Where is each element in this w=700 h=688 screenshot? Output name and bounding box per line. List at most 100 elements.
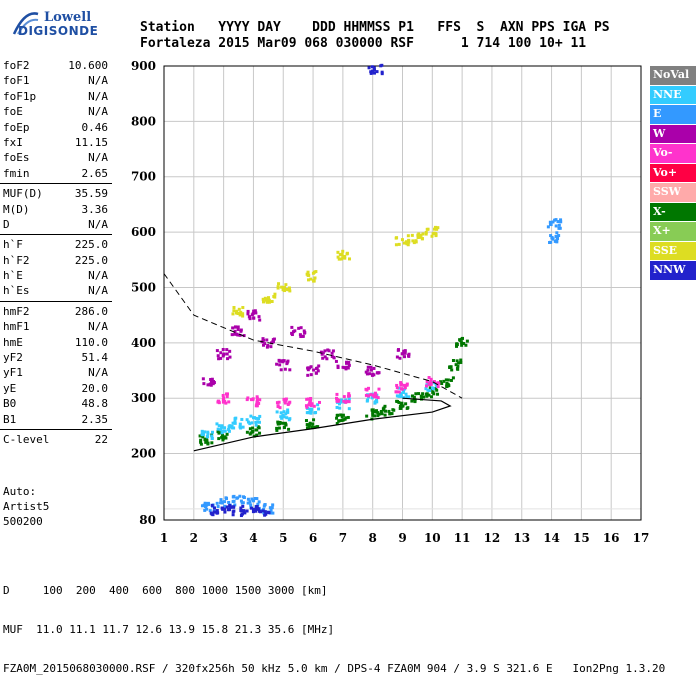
data-point-sse bbox=[237, 307, 241, 311]
data-point-sse bbox=[307, 273, 311, 277]
data-point-x bbox=[278, 422, 282, 426]
data-point-x bbox=[410, 399, 414, 403]
param-name: foEp bbox=[3, 120, 30, 134]
data-point-nne bbox=[373, 401, 377, 405]
data-point-sse bbox=[277, 282, 281, 286]
data-point-w bbox=[315, 366, 319, 370]
data-point-w bbox=[209, 379, 213, 383]
data-point-vo bbox=[429, 379, 433, 383]
data-point-sse bbox=[276, 285, 280, 289]
logo-text-lowell: Lowell bbox=[44, 10, 92, 25]
footer: D 100 200 400 600 800 1000 1500 3000 [km… bbox=[3, 558, 665, 688]
data-point-x bbox=[371, 413, 375, 417]
data-point-w bbox=[303, 330, 307, 334]
data-point-sse bbox=[421, 232, 425, 236]
data-point-sse bbox=[431, 232, 435, 236]
data-point-w bbox=[345, 365, 349, 369]
data-point-w bbox=[306, 368, 310, 372]
data-point-x bbox=[401, 404, 405, 408]
parameter-panel: foF2 10.600 foF1 N/A foF1p N/A foE N/A foEp 0.46 f… bbox=[0, 58, 112, 447]
data-point-nnw bbox=[226, 508, 230, 512]
data-point-vo bbox=[345, 399, 349, 403]
data-point-sse bbox=[313, 276, 317, 280]
data-point-nne bbox=[231, 421, 235, 425]
data-point-x bbox=[201, 435, 205, 439]
data-point-x bbox=[460, 343, 464, 347]
data-point-e bbox=[249, 503, 253, 507]
x-tick-label: 16 bbox=[603, 531, 620, 545]
data-point-e bbox=[548, 220, 552, 224]
data-point-nne bbox=[282, 410, 286, 414]
data-point-w bbox=[299, 335, 303, 339]
x-tick-label: 7 bbox=[339, 531, 347, 545]
data-point-nne bbox=[279, 415, 283, 419]
data-point-vo bbox=[435, 381, 439, 385]
data-point-nne bbox=[216, 427, 220, 431]
data-point-x bbox=[377, 412, 381, 416]
param-name: h`F bbox=[3, 238, 23, 252]
data-point-e bbox=[215, 501, 219, 505]
data-point-nne bbox=[255, 420, 259, 424]
data-point-w bbox=[375, 371, 379, 375]
data-point-sse bbox=[288, 289, 292, 293]
data-point-sse bbox=[400, 238, 404, 242]
data-point-w bbox=[316, 369, 320, 373]
data-point-x bbox=[388, 412, 392, 416]
param-value: 2.35 bbox=[81, 412, 109, 426]
x-tick-label: 12 bbox=[484, 531, 501, 545]
data-point-w bbox=[217, 357, 221, 361]
param-name: B1 bbox=[3, 412, 17, 426]
param-row-hmf2: hmF2 286.0 bbox=[0, 304, 112, 319]
data-point-sse bbox=[406, 234, 410, 238]
data-point-sse bbox=[306, 270, 310, 274]
param-name: hmF1 bbox=[3, 320, 30, 334]
data-point-x bbox=[384, 409, 388, 413]
data-point-vo bbox=[305, 405, 309, 409]
data-point-w bbox=[321, 356, 325, 360]
param-name: h`F2 bbox=[3, 253, 30, 267]
data-point-x bbox=[312, 418, 316, 422]
data-point-x bbox=[199, 440, 203, 444]
data-point-x bbox=[387, 409, 391, 413]
data-point-nnw bbox=[251, 507, 255, 511]
data-point-x bbox=[255, 428, 259, 432]
data-point-nnw bbox=[372, 66, 376, 70]
data-point-vo bbox=[308, 399, 312, 403]
data-point-x bbox=[217, 437, 221, 441]
legend: NoVal NNE E W Vo- Vo+ SSW X- X+ SSE NNW bbox=[650, 66, 696, 281]
y-tick-label: 900 bbox=[131, 59, 156, 73]
data-point-x bbox=[380, 412, 384, 416]
data-point-x bbox=[391, 408, 395, 412]
data-point-nnw bbox=[216, 511, 220, 515]
footer-distance-row: D 100 200 400 600 800 1000 1500 3000 [km… bbox=[3, 584, 328, 597]
data-point-nnw bbox=[250, 506, 254, 510]
data-point-sse bbox=[270, 299, 274, 303]
data-point-vo bbox=[335, 396, 339, 400]
data-point-vo bbox=[309, 396, 313, 400]
data-point-x bbox=[383, 413, 387, 417]
data-point-nne bbox=[424, 387, 428, 391]
data-point-w bbox=[344, 367, 348, 371]
data-point-nne bbox=[254, 423, 258, 427]
param-name: h`Es bbox=[3, 284, 30, 298]
data-point-sse bbox=[405, 242, 409, 246]
header-values: Fortaleza 2015 Mar09 068 030000 RSF 1 71… bbox=[140, 36, 587, 51]
data-point-x bbox=[257, 426, 261, 430]
data-point-sse bbox=[397, 242, 401, 246]
data-point-nnw bbox=[369, 70, 373, 74]
data-point-e bbox=[554, 234, 558, 238]
data-point-x bbox=[449, 378, 453, 382]
data-point-w bbox=[332, 356, 336, 360]
data-point-e bbox=[248, 500, 252, 504]
data-point-e bbox=[227, 500, 231, 504]
data-point-sse bbox=[407, 240, 411, 244]
data-point-nne bbox=[309, 411, 313, 415]
data-point-w bbox=[314, 371, 318, 375]
param-value: N/A bbox=[88, 89, 108, 103]
data-point-nnw bbox=[380, 72, 384, 76]
data-point-e bbox=[238, 494, 242, 498]
data-point-nnw bbox=[229, 505, 233, 509]
data-point-sse bbox=[238, 313, 242, 317]
data-point-w bbox=[265, 345, 269, 349]
logo-arc-icon bbox=[12, 12, 39, 35]
